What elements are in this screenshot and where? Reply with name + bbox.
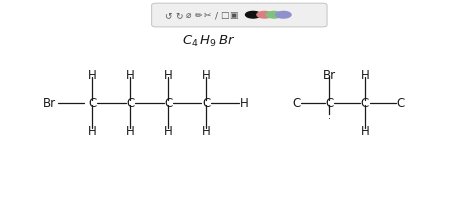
Text: H: H xyxy=(361,124,369,137)
Text: C: C xyxy=(164,97,173,109)
Text: H: H xyxy=(88,69,97,82)
Circle shape xyxy=(246,12,261,19)
Text: $\mathit{C}_4\,\mathit{H}_9\,\mathit{Br}$: $\mathit{C}_4\,\mathit{H}_9\,\mathit{Br}… xyxy=(182,34,235,49)
Text: C: C xyxy=(126,97,135,109)
Text: H: H xyxy=(361,69,369,82)
Text: C: C xyxy=(88,97,97,109)
Text: H: H xyxy=(240,97,248,109)
Circle shape xyxy=(276,12,291,19)
Circle shape xyxy=(257,12,272,19)
Text: ↺: ↺ xyxy=(164,11,172,20)
Text: /: / xyxy=(215,11,218,20)
Text: ↻: ↻ xyxy=(175,11,183,20)
Text: C: C xyxy=(361,97,369,109)
Text: ·: · xyxy=(328,114,331,123)
Text: H: H xyxy=(164,69,173,82)
Text: C: C xyxy=(396,97,405,109)
Text: H: H xyxy=(126,69,135,82)
Text: Br: Br xyxy=(43,97,56,109)
Text: C: C xyxy=(325,97,334,109)
Text: ✂: ✂ xyxy=(204,11,211,20)
FancyBboxPatch shape xyxy=(152,4,327,28)
Text: H: H xyxy=(88,124,97,137)
Text: H: H xyxy=(202,124,210,137)
Text: Br: Br xyxy=(323,69,336,82)
Text: C: C xyxy=(202,97,210,109)
Text: H: H xyxy=(126,124,135,137)
Text: ⌀: ⌀ xyxy=(186,11,191,20)
Text: □: □ xyxy=(220,11,228,20)
Text: ✏: ✏ xyxy=(194,11,202,20)
Text: H: H xyxy=(202,69,210,82)
Text: ▣: ▣ xyxy=(229,11,238,20)
Circle shape xyxy=(266,12,282,19)
Text: H: H xyxy=(164,124,173,137)
Text: C: C xyxy=(292,97,301,109)
